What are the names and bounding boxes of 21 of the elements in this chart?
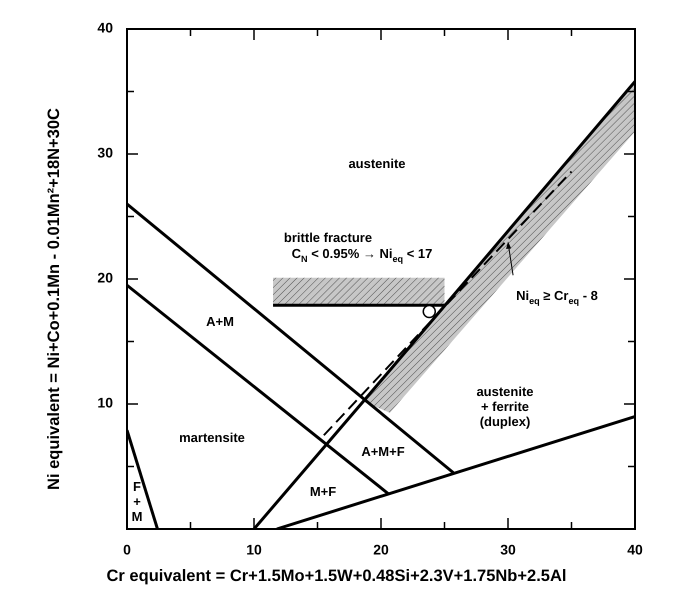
x-tick-label: 30 [500,542,516,558]
annotation: brittle fracture [284,230,372,246]
annotation: C$_{N}$ < 0.95% → Ni$_{eq}$ < 17 [292,246,432,264]
annotation: martensite [179,430,245,446]
annotation: A+M [206,314,234,330]
annotation: Ni$_{eq}$ ≥ Cr$_{eq}$ - 8 [516,288,598,306]
x-axis-title: Cr equivalent = Cr+1.5Mo+1.5W+0.48Si+2.3V+1.75Nb+2.5Al [106,567,566,585]
annotation: austenite + ferrite (duplex) [476,384,534,430]
annotation: austenite [348,156,406,172]
x-tick-label: 20 [373,542,389,558]
y-tick-label: 10 [97,394,114,411]
x-tick-label: 10 [246,542,262,558]
annotation: M+F [310,484,336,500]
x-tick-label: 40 [627,542,643,558]
y-tick-label: 20 [97,270,114,286]
y-tick-label: 30 [97,144,114,161]
x-tick-label: 0 [123,542,132,558]
annotation: A+M+F [361,444,405,460]
annotation: F + M [132,479,142,524]
y-axis-title: Ni equivalent = Ni+Co+0.1Mn - 0.01Mn²+18N+30C [45,108,64,490]
y-tick-label: 40 [97,20,114,36]
